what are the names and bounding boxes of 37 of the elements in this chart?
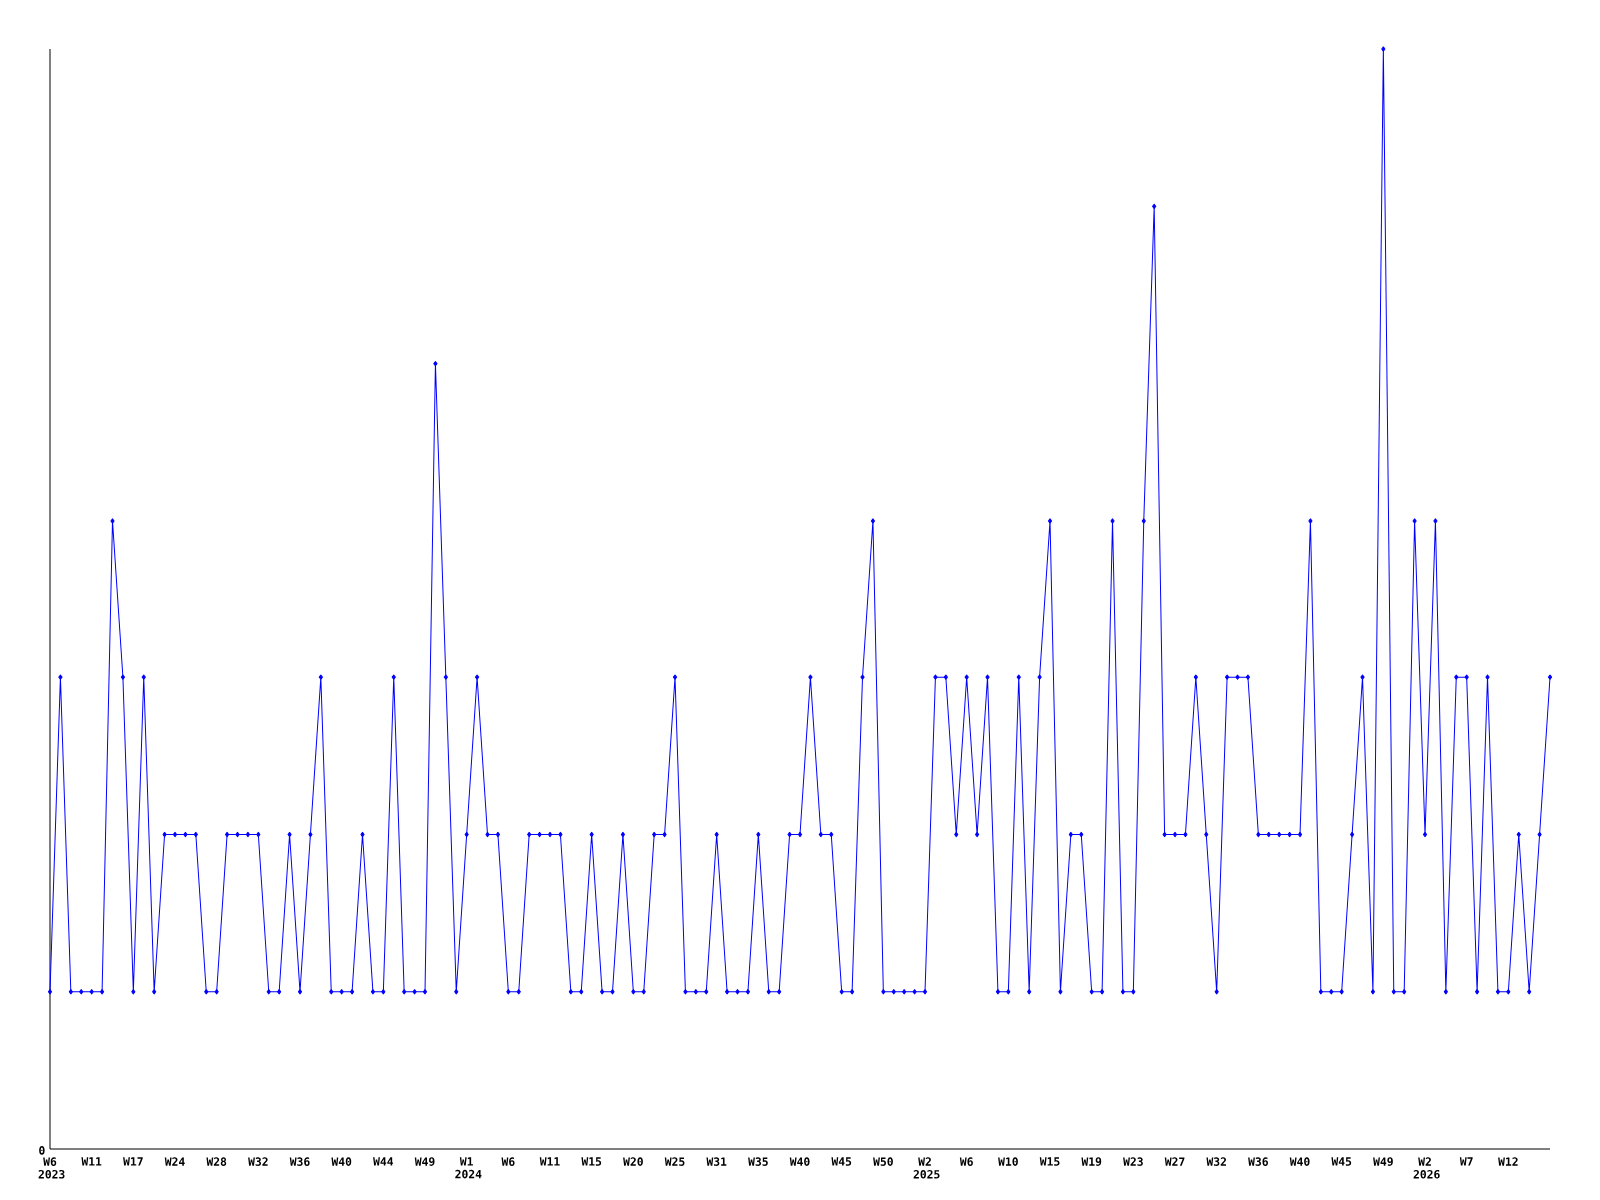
x-tick-label: W23: [1123, 1157, 1143, 1166]
x-tick-label: W49: [414, 1157, 435, 1166]
x-tick-label: W1 2024: [455, 1157, 482, 1179]
x-tick-label: W27: [1164, 1157, 1185, 1166]
text: 0: [39, 1146, 45, 1155]
x-tick-label: W6 2023: [38, 1157, 65, 1179]
x-tick-label: W40: [331, 1157, 352, 1166]
x-tick-label: W15: [581, 1157, 602, 1166]
x-tick-label: W40: [789, 1157, 810, 1166]
x-tick-label: W25: [664, 1157, 685, 1166]
x-tick-label: W19: [1081, 1157, 1102, 1166]
x-tick-label: W10: [998, 1157, 1018, 1166]
x-tick-label: W6: [959, 1157, 973, 1166]
x-tick-label: W45: [1331, 1157, 1352, 1166]
x-tick-label: W40: [1289, 1157, 1310, 1166]
x-tick-label: W31: [706, 1157, 727, 1166]
x-tick-label: W50: [873, 1157, 893, 1166]
x-tick-label: W2 2026: [1413, 1157, 1440, 1179]
x-tick-label: W11: [81, 1157, 102, 1166]
x-tick-label: W11: [539, 1157, 560, 1166]
x-tick-label: W35: [748, 1157, 768, 1166]
x-tick-label: W20: [623, 1157, 643, 1166]
x-tick-label: W24: [164, 1157, 185, 1166]
x-tick-label: W44: [373, 1157, 394, 1166]
x-tick-label: W45: [831, 1157, 852, 1166]
x-tick-label: W17: [123, 1157, 143, 1166]
x-tick-label: W2 2025: [913, 1157, 940, 1179]
x-tick-label: W6: [501, 1157, 515, 1166]
x-tick-label: W12: [1498, 1157, 1518, 1166]
x-tick-label: W7: [1459, 1157, 1473, 1166]
x-tick-label: W36: [289, 1157, 310, 1166]
x-tick-label: W32: [1206, 1157, 1226, 1166]
x-tick-label: W36: [1248, 1157, 1268, 1166]
x-tick-label: W49: [1373, 1157, 1393, 1166]
x-tick-label: W15: [1039, 1157, 1060, 1166]
x-tick-label: W28: [206, 1157, 227, 1166]
x-tick-label: W32: [248, 1157, 268, 1166]
